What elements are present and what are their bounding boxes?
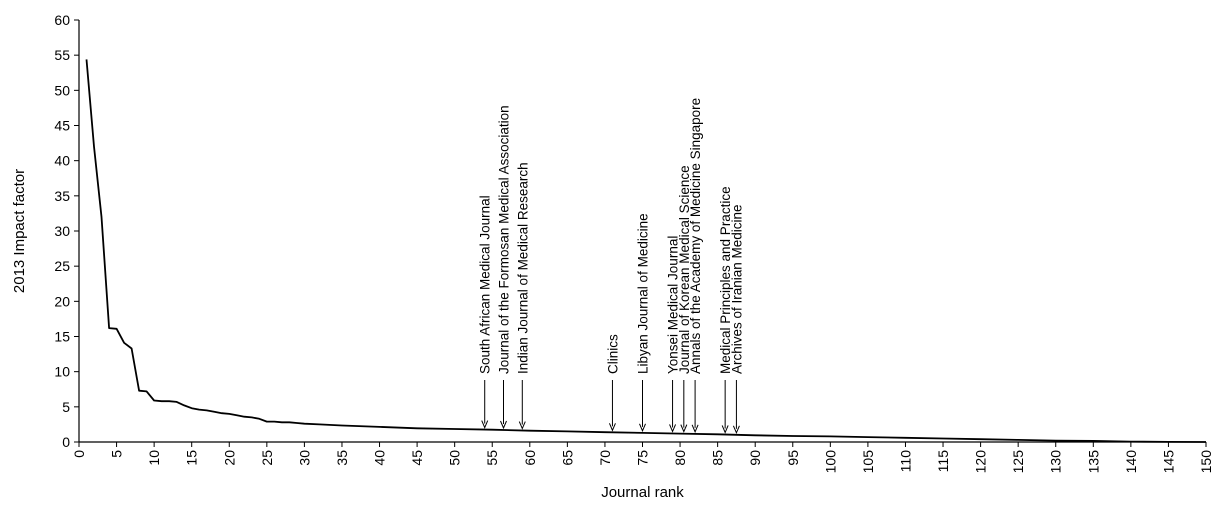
annotation-arrow-head <box>669 424 677 433</box>
x-tick-label: 130 <box>1048 450 1064 474</box>
x-tick-label: 105 <box>860 450 876 474</box>
annotation-label: Indian Journal of Medical Research <box>515 162 530 374</box>
y-axis-title: 2013 Impact factor <box>11 169 28 293</box>
annotations-layer: South African Medical Journal Journal of … <box>478 98 744 435</box>
x-tick-label: 0 <box>71 450 87 458</box>
x-tick-label: 60 <box>522 450 538 466</box>
x-tick-label: 120 <box>973 450 989 474</box>
x-tick-label: 150 <box>1198 450 1213 474</box>
x-tick-label: 35 <box>334 450 350 466</box>
x-tick-label: 115 <box>935 450 951 473</box>
annotation-label: Medical Principles and Practice <box>718 186 733 374</box>
y-tick-label: 5 <box>62 399 70 415</box>
annotation-label: Clinics <box>605 334 620 374</box>
x-tick-label: 100 <box>822 450 838 474</box>
y-tick-label: 50 <box>54 82 70 98</box>
annotation-arrow-head <box>639 423 646 433</box>
annotation-label: Archives of Iranian Medicine <box>729 204 744 374</box>
series-layer <box>85 59 1207 443</box>
x-tick-label: 50 <box>447 450 463 466</box>
x-tick-label: 65 <box>559 450 575 466</box>
y-tick-label: 40 <box>54 153 70 169</box>
x-tick-label: 20 <box>221 450 237 466</box>
annotation-label: Journal of the Formosan Medical Associat… <box>497 105 512 374</box>
y-axis-ticks: 0 5 10 15 20 25 30 35 40 45 50 55 60 <box>54 12 79 450</box>
y-tick-label: 45 <box>54 118 70 134</box>
x-tick-label: 15 <box>184 450 200 466</box>
x-tick-label: 140 <box>1123 450 1139 474</box>
series-line-0 <box>85 59 1207 443</box>
x-tick-label: 40 <box>372 450 388 466</box>
x-tick-label: 90 <box>747 450 763 466</box>
y-tick-label: 30 <box>54 223 70 239</box>
x-tick-label: 110 <box>897 450 913 473</box>
annotation-arrow-head <box>721 425 729 434</box>
y-tick-label: 25 <box>54 258 70 274</box>
x-tick-label: 80 <box>672 450 688 466</box>
y-tick-label: 0 <box>62 434 70 450</box>
x-tick-label: 70 <box>597 450 613 466</box>
y-tick-label: 35 <box>54 188 70 204</box>
annotation-arrow-head <box>500 420 507 430</box>
x-tick-label: 145 <box>1160 450 1176 474</box>
y-tick-label: 10 <box>54 364 70 380</box>
annotation-arrow-head <box>608 423 616 432</box>
x-tick-label: 85 <box>710 450 726 466</box>
x-tick-label: 95 <box>785 450 801 466</box>
x-axis-ticks: 0 5 10 15 20 25 30 35 40 45 50 55 60 65 70 75 80 85 90 95 10… <box>71 442 1213 473</box>
x-tick-label: 10 <box>146 450 162 466</box>
x-tick-label: 30 <box>296 450 312 466</box>
annotation-label: Journal of Korean Medical Science <box>677 165 692 374</box>
y-tick-label: 15 <box>54 329 70 345</box>
annotation-label: Libyan Journal of Medicine <box>636 213 651 374</box>
annotation-arrow-head <box>518 421 526 430</box>
annotation-arrow-head <box>691 424 699 434</box>
annotation-arrow-head <box>732 425 740 435</box>
x-tick-label: 25 <box>259 450 275 466</box>
annotation-label: Annals of the Academy of Medicine Singap… <box>688 98 703 374</box>
x-tick-label: 125 <box>1010 450 1026 474</box>
x-tick-label: 55 <box>484 450 500 466</box>
x-axis-title: Journal rank <box>601 484 684 501</box>
y-tick-label: 55 <box>54 47 70 63</box>
annotation-label: South African Medical Journal <box>478 195 493 374</box>
y-tick-label: 20 <box>54 293 70 309</box>
x-tick-label: 45 <box>409 450 425 466</box>
y-tick-label: 60 <box>54 12 70 28</box>
x-tick-label: 135 <box>1085 450 1101 474</box>
x-tick-label: 5 <box>109 450 125 458</box>
annotation-arrow-head <box>481 420 489 429</box>
annotation-label: Yonsei Medical Journal <box>666 236 681 374</box>
annotation-arrow-head <box>680 424 688 433</box>
x-tick-label: 75 <box>635 450 651 466</box>
